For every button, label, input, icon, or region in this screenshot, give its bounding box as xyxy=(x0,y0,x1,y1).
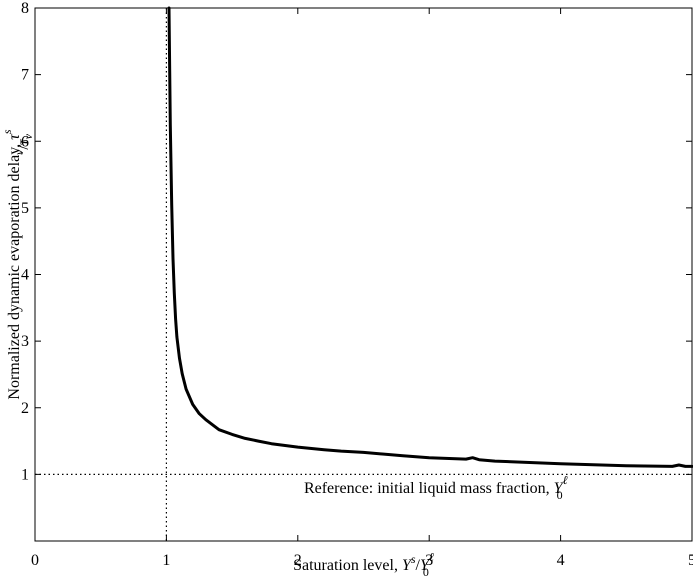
y-tick-label: 1 xyxy=(21,466,29,483)
tick-labels: 0 1 2 3 4 5 1 2 3 4 5 6 7 8 xyxy=(21,0,693,569)
plot-frame xyxy=(34,7,693,542)
x-tick-label: 0 xyxy=(31,552,39,569)
ticks-layer xyxy=(34,7,693,541)
y-tick-label: 4 xyxy=(21,267,29,284)
reference-lines xyxy=(35,8,692,541)
x-tick-label: 1 xyxy=(162,552,170,569)
y-tick-label: 7 xyxy=(21,67,29,84)
y-tick-label: 8 xyxy=(21,0,29,17)
y-axis-label: Normalized dynamic evaporation delay, τs… xyxy=(0,129,35,399)
series-line-0 xyxy=(167,6,693,468)
y-tick-label: 2 xyxy=(21,400,29,417)
y-tick-label: 5 xyxy=(21,200,29,217)
y-tick-label: 6 xyxy=(21,133,29,150)
y-tick-label: 3 xyxy=(21,333,29,350)
x-tick-label: 2 xyxy=(294,552,302,569)
x-tick-label: 4 xyxy=(557,552,565,569)
reference-annotation: Reference: initial liquid mass fraction,… xyxy=(304,473,568,502)
series-layer xyxy=(167,6,693,468)
x-axis-label: Saturation level, Ys/Yℓ 0 xyxy=(293,550,434,579)
x-tick-label: 5 xyxy=(688,552,693,569)
x-tick-label: 3 xyxy=(425,552,433,569)
